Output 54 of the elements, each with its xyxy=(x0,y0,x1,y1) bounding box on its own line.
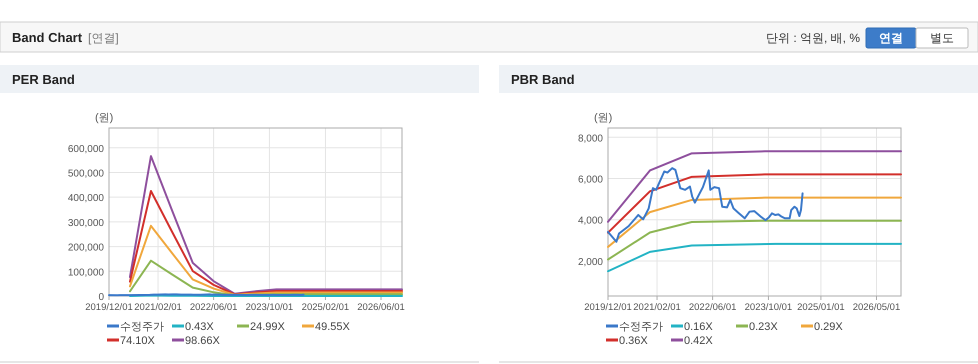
y-tick-label: 200,000 xyxy=(68,242,104,254)
y-tick-label: 0 xyxy=(98,292,104,303)
legend-label: 0.42X xyxy=(684,335,714,347)
legend-label: 49.55X xyxy=(315,321,351,333)
legend-label: 98.66X xyxy=(185,335,221,347)
y-tick-label: 300,000 xyxy=(68,218,104,229)
y-tick-label: 500,000 xyxy=(68,168,104,180)
y-axis-title: (원) xyxy=(594,112,612,124)
y-tick-label: 2,000 xyxy=(578,256,604,268)
y-tick-label: 4,000 xyxy=(578,216,604,227)
legend-label: 0.16X xyxy=(684,321,714,333)
legend-label: 0.29X xyxy=(814,321,844,333)
y-tick-label: 600,000 xyxy=(68,144,104,155)
chart-title: PBR Band xyxy=(511,72,575,87)
legend-label: 0.43X xyxy=(185,321,214,333)
chart-title: PER Band xyxy=(12,72,75,87)
text: [연결] xyxy=(88,31,119,45)
x-tick-label: 2019/12/01 xyxy=(85,302,133,313)
line-series xyxy=(607,220,902,261)
x-tick-label: 2025/02/01 xyxy=(302,302,350,313)
y-tick-label: 6,000 xyxy=(578,174,604,186)
x-tick-label: 2025/01/01 xyxy=(797,302,845,313)
y-tick-label: 8,000 xyxy=(578,133,604,144)
line-series xyxy=(607,242,902,272)
x-tick-label: 2022/06/01 xyxy=(190,302,238,313)
text: Band Chart xyxy=(12,30,83,45)
line-series xyxy=(607,150,902,223)
y-tick-label: 400,000 xyxy=(68,193,104,204)
legend-label: 24.99X xyxy=(250,321,286,333)
text: 단위 : 억원, 배, % xyxy=(766,31,860,45)
x-tick-label: 2021/02/01 xyxy=(134,302,182,313)
legend-label: 0.36X xyxy=(619,335,648,347)
line-series xyxy=(607,167,804,243)
line-series xyxy=(128,224,403,296)
x-tick-label: 2023/10/01 xyxy=(246,302,294,313)
x-tick-label: 2019/12/01 xyxy=(584,302,632,313)
x-tick-label: 2023/10/01 xyxy=(744,302,792,313)
legend-label: 74.10X xyxy=(120,335,156,347)
x-tick-label: 2021/02/01 xyxy=(633,302,681,313)
line-series xyxy=(128,260,403,297)
y-tick-label: 100,000 xyxy=(68,267,104,278)
line-series xyxy=(607,196,902,248)
x-tick-label: 2026/06/01 xyxy=(357,302,405,313)
line-series xyxy=(607,173,902,234)
legend-label: 수정주가 xyxy=(120,321,164,333)
legend-label: 0.23X xyxy=(749,321,778,333)
line-series xyxy=(128,190,403,296)
text: 연결 xyxy=(879,31,903,45)
text: 별도 xyxy=(930,31,954,45)
y-axis-title: (원) xyxy=(95,112,114,124)
x-tick-label: 2026/05/01 xyxy=(852,302,900,313)
x-tick-label: 2022/06/01 xyxy=(688,302,736,313)
legend-label: 수정주가 xyxy=(619,321,663,333)
line-series xyxy=(128,155,403,295)
